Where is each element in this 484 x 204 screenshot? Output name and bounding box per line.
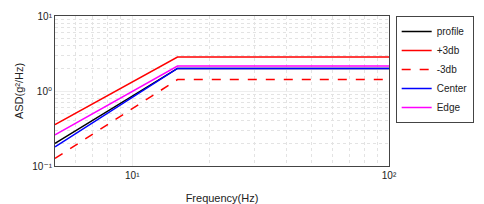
- svg-text:Frequency(Hz): Frequency(Hz): [186, 192, 259, 204]
- svg-text:+3db: +3db: [437, 45, 460, 56]
- svg-text:ASD(g²/Hz): ASD(g²/Hz): [13, 63, 25, 119]
- svg-text:10⁰: 10⁰: [37, 86, 52, 97]
- svg-text:10¹: 10¹: [38, 11, 53, 22]
- svg-text:Edge: Edge: [437, 102, 461, 113]
- svg-text:10⁻¹: 10⁻¹: [32, 161, 52, 172]
- svg-text:Center: Center: [437, 83, 468, 94]
- svg-text:10¹: 10¹: [125, 170, 140, 181]
- svg-text:10²: 10²: [382, 170, 397, 181]
- svg-text:profile: profile: [437, 26, 465, 37]
- svg-text:-3db: -3db: [437, 64, 457, 75]
